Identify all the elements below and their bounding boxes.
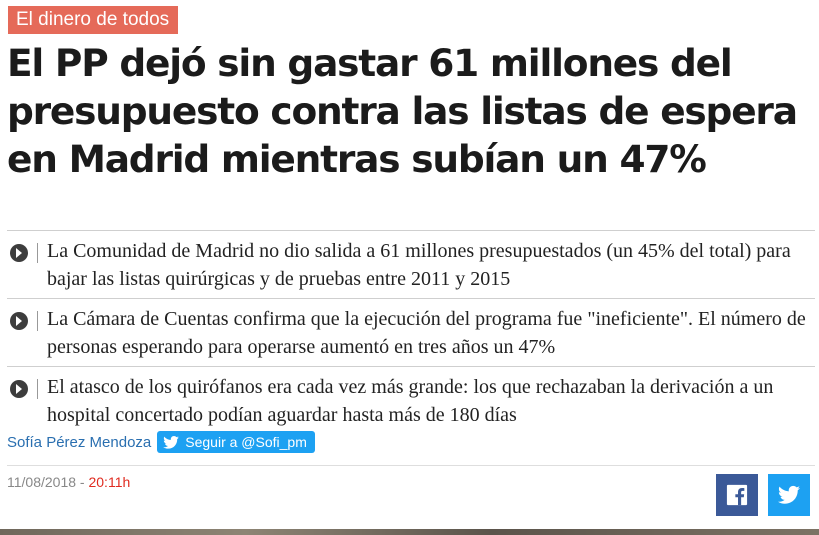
- bullet-divider: [37, 311, 38, 331]
- twitter-share-button[interactable]: [768, 474, 810, 516]
- author-link[interactable]: Sofía Pérez Mendoza: [7, 433, 152, 451]
- arrow-right-icon: [10, 312, 28, 330]
- byline: Sofía Pérez Mendoza Seguir a @Sofi_pm: [7, 430, 315, 454]
- summary-bullets: La Comunidad de Madrid no dio salida a 6…: [7, 230, 815, 434]
- publish-time: 20:11h: [88, 474, 131, 490]
- arrow-right-icon: [10, 380, 28, 398]
- bullet-divider: [37, 379, 38, 399]
- publish-datetime: 11/08/2018 - 20:11h: [7, 474, 130, 490]
- publish-date: 11/08/2018: [7, 474, 77, 490]
- twitter-icon: [778, 485, 800, 504]
- summary-bullet: El atasco de los quirófanos era cada vez…: [7, 366, 815, 434]
- summary-bullet: La Cámara de Cuentas confirma que la eje…: [7, 298, 815, 366]
- summary-bullet: La Comunidad de Madrid no dio salida a 6…: [7, 230, 815, 298]
- arrow-right-icon: [10, 244, 28, 262]
- bullet-divider: [37, 243, 38, 263]
- summary-bullet-text: La Comunidad de Madrid no dio salida a 6…: [47, 240, 791, 290]
- divider: [7, 465, 815, 466]
- summary-bullet-text: El atasco de los quirófanos era cada vez…: [47, 376, 774, 426]
- section-tag[interactable]: El dinero de todos: [8, 6, 179, 34]
- summary-bullet-text: La Cámara de Cuentas confirma que la eje…: [47, 308, 806, 358]
- facebook-icon: [726, 484, 748, 506]
- hero-image: [0, 529, 819, 535]
- twitter-follow-button[interactable]: Seguir a @Sofi_pm: [157, 431, 315, 453]
- date-separator: -: [76, 474, 89, 490]
- twitter-follow-label: Seguir a @Sofi_pm: [185, 434, 307, 450]
- facebook-share-button[interactable]: [716, 474, 758, 516]
- article-headline: El PP dejó sin gastar 61 millones del pr…: [7, 41, 798, 181]
- twitter-bird-icon: [163, 435, 180, 449]
